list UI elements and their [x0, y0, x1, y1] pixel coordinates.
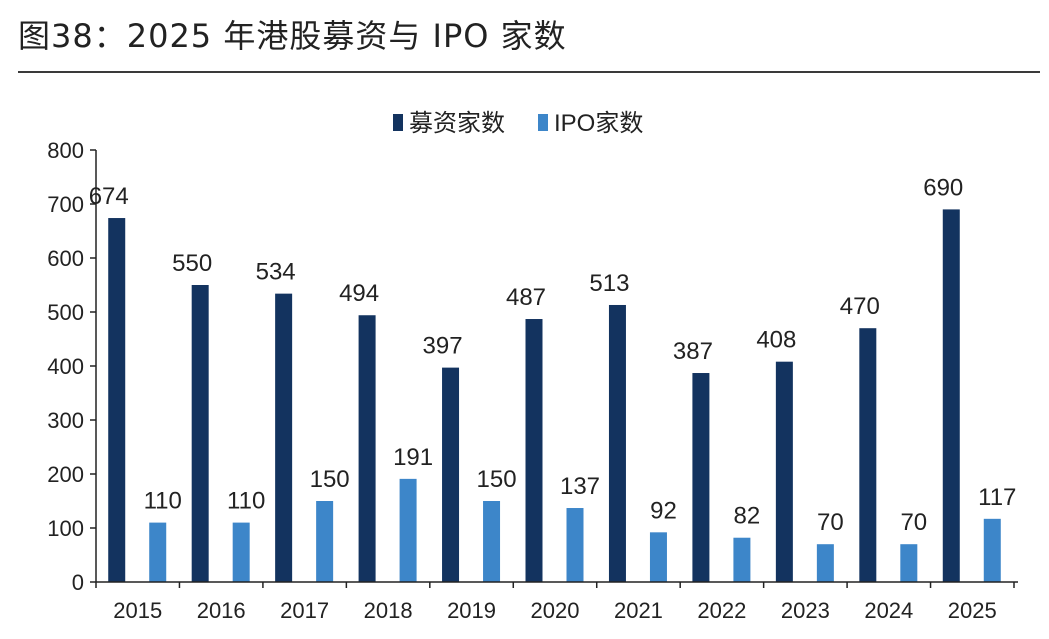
- y-tick-label: 500: [47, 300, 84, 325]
- data-label-ipo: 110: [227, 488, 265, 515]
- figure-title: 图38：2025 年港股募资与 IPO 家数: [18, 17, 567, 55]
- data-label-fundraising: 408: [756, 327, 796, 354]
- x-tick-label: 2021: [614, 598, 663, 623]
- bar-fundraising: [191, 285, 209, 582]
- data-label-fundraising: 387: [673, 338, 713, 365]
- legend-ipo-swatch: [538, 114, 548, 131]
- bar-ipo: [566, 508, 584, 582]
- bar-ipo: [900, 544, 918, 582]
- x-tick-label: 2020: [531, 598, 580, 623]
- legend-fundraising-label: 募资家数: [409, 110, 505, 137]
- y-tick-label: 600: [47, 246, 84, 271]
- data-label-fundraising: 534: [256, 259, 296, 286]
- x-tick-label: 2018: [364, 598, 413, 623]
- data-label-ipo: 150: [310, 466, 350, 493]
- data-labels: 674 110 550 110 534 150 494 191 397 150 487 137 513 9…: [89, 174, 1017, 536]
- y-tick-label: 200: [47, 462, 84, 487]
- y-axis: 0 100 200 300 400 500 600 700 800: [47, 138, 97, 595]
- bar-ipo: [399, 478, 417, 582]
- bars: [108, 209, 1001, 583]
- y-tick-label: 0: [72, 570, 84, 595]
- x-tick-label: 2024: [864, 598, 913, 623]
- legend: 募资家数 IPO家数: [393, 110, 643, 137]
- data-label-fundraising: 513: [589, 270, 629, 297]
- bar-ipo: [649, 532, 667, 582]
- bar-fundraising: [859, 328, 877, 582]
- legend-ipo-label: IPO家数: [554, 110, 643, 137]
- bar-fundraising: [442, 367, 460, 582]
- bar-fundraising: [358, 315, 376, 582]
- legend-fundraising-swatch: [393, 114, 403, 131]
- x-tick-label: 2022: [697, 598, 746, 623]
- x-axis: 2015 2016 2017 2018 2019 2020 2021 2022 2023 2024…: [95, 581, 1018, 623]
- data-label-fundraising: 494: [339, 280, 379, 307]
- y-tick-label: 100: [47, 516, 84, 541]
- data-label-fundraising: 470: [840, 293, 880, 320]
- bar-fundraising: [275, 293, 293, 582]
- data-label-ipo: 117: [978, 484, 1016, 511]
- bar-ipo: [232, 522, 250, 582]
- data-label-ipo: 191: [393, 444, 433, 471]
- bar-ipo: [483, 501, 501, 582]
- bar-fundraising: [608, 304, 626, 582]
- y-tick-label: 700: [47, 192, 84, 217]
- data-label-fundraising: 674: [89, 183, 129, 210]
- data-label-ipo: 110: [144, 488, 182, 515]
- data-label-ipo: 92: [650, 497, 677, 524]
- data-label-fundraising: 550: [172, 250, 212, 277]
- y-tick-label: 400: [47, 354, 84, 379]
- data-label-fundraising: 487: [506, 284, 546, 311]
- x-tick-label: 2019: [447, 598, 496, 623]
- bar-fundraising: [775, 361, 793, 582]
- bar-fundraising: [108, 218, 126, 583]
- data-label-ipo: 70: [900, 509, 927, 536]
- data-label-ipo: 137: [560, 473, 600, 500]
- bar-fundraising: [942, 209, 960, 582]
- data-label-ipo: 82: [734, 503, 761, 530]
- bar-ipo: [816, 544, 834, 582]
- x-tick-label: 2023: [781, 598, 830, 623]
- data-label-fundraising: 397: [423, 333, 463, 360]
- bar-ipo: [149, 522, 167, 582]
- x-tick-label: 2025: [948, 598, 997, 623]
- data-label-fundraising: 690: [923, 174, 963, 201]
- bar-fundraising: [525, 319, 543, 582]
- x-tick-label: 2015: [113, 598, 162, 623]
- data-label-ipo: 150: [477, 466, 517, 493]
- bar-ipo: [733, 537, 751, 582]
- bar-ipo: [316, 501, 334, 582]
- bar-ipo: [983, 518, 1001, 582]
- title-divider: [18, 71, 1040, 73]
- y-tick-label: 800: [47, 138, 84, 163]
- data-label-ipo: 70: [817, 509, 844, 536]
- x-tick-label: 2016: [197, 598, 246, 623]
- x-tick-label: 2017: [280, 598, 329, 623]
- y-tick-label: 300: [47, 408, 84, 433]
- bar-fundraising: [692, 373, 710, 582]
